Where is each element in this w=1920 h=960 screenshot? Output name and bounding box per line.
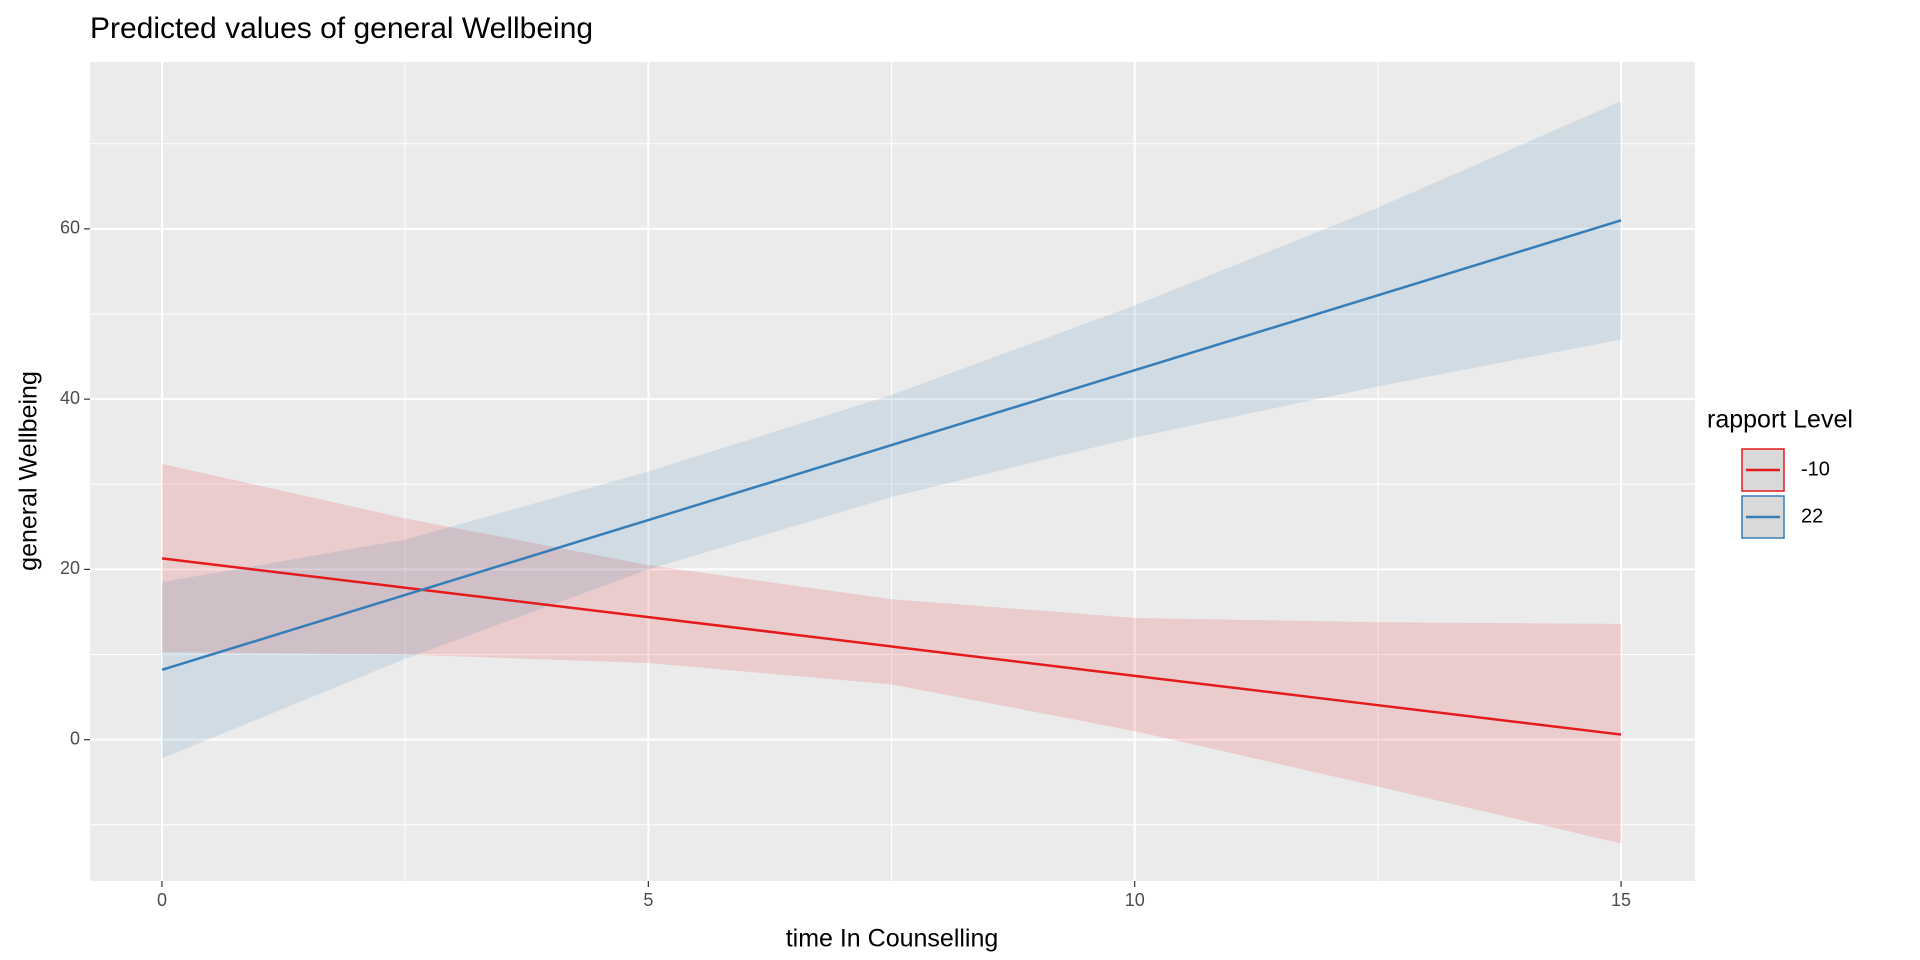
legend-title: rapport Level <box>1707 406 1853 434</box>
x-tick-label: 0 <box>157 890 167 910</box>
y-tick-label: 60 <box>60 218 80 238</box>
line <box>161 557 1622 736</box>
y-tick-label: 0 <box>70 728 80 748</box>
y-tick-label: 20 <box>60 558 80 578</box>
y-tick-label: 40 <box>60 388 80 408</box>
x-axis-title: time In Counselling <box>786 925 999 953</box>
plot-panel <box>90 62 1695 881</box>
x-tick-label: 10 <box>1125 890 1145 910</box>
x-tick-label: 5 <box>643 890 653 910</box>
y-axis-title: general Wellbeing <box>15 371 43 571</box>
legend-label: 22 <box>1801 505 1823 527</box>
confidence-band <box>161 101 1622 759</box>
line <box>161 219 1622 672</box>
x-tick-label: 15 <box>1611 890 1631 910</box>
chart-title: Predicted values of general Wellbeing <box>90 12 593 45</box>
legend-label: -10 <box>1801 458 1830 480</box>
